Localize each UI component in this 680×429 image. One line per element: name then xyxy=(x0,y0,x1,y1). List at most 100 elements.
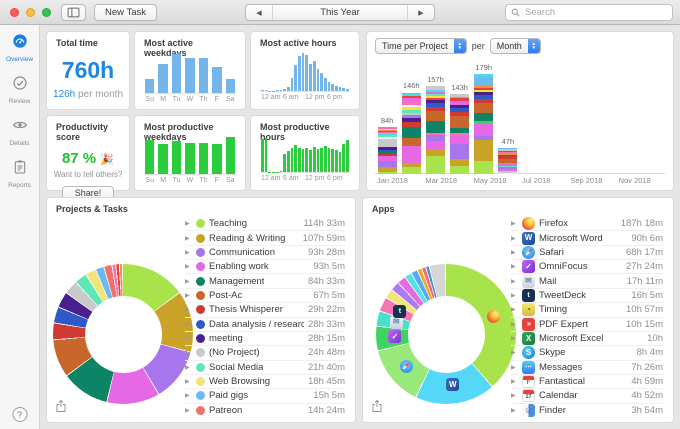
disclosure-triangle-icon[interactable]: ▶ xyxy=(185,235,190,242)
sidebar-item-overview[interactable]: Overview xyxy=(0,25,39,67)
list-item[interactable]: ▶ W Microsoft Word 90h 6m xyxy=(511,231,663,246)
next-period-button[interactable]: ▶ xyxy=(408,5,434,20)
bar-segment xyxy=(377,139,397,147)
color-swatch-icon xyxy=(196,391,205,401)
period-label[interactable]: This Year xyxy=(272,5,408,20)
chart-mode-select[interactable]: Time per Project ▲ ▼ xyxy=(375,38,467,54)
card-title: Projects & Tasks xyxy=(56,204,128,214)
list-item[interactable]: ▶ Reading & Writing 107h 59m xyxy=(185,231,345,246)
disclosure-triangle-icon[interactable]: ▶ xyxy=(185,350,190,357)
disclosure-triangle-icon[interactable]: ▶ xyxy=(511,292,516,299)
list-item[interactable]: ▶ Firefox 187h 18m xyxy=(511,217,663,232)
previous-period-button[interactable]: ◀ xyxy=(246,5,272,20)
list-item[interactable]: ▶ Data analysis / research 28h 33m xyxy=(185,318,345,332)
disclosure-triangle-icon[interactable]: ▶ xyxy=(511,307,516,314)
x-tick-label: F xyxy=(214,177,219,184)
list-item[interactable]: ▶ ✓ OmniFocus 27h 24m xyxy=(511,260,663,275)
color-swatch-icon xyxy=(196,247,205,257)
bar xyxy=(264,90,268,91)
sidebar-item-reports[interactable]: Reports xyxy=(0,151,39,193)
list-item[interactable]: ▶ » PDF Expert 10h 15m xyxy=(511,317,663,332)
omnifocus-icon: ✓ xyxy=(388,330,402,344)
search-input[interactable] xyxy=(523,6,667,19)
list-item[interactable]: ▶ ☺ Finder 3h 54m xyxy=(511,403,663,417)
new-task-button[interactable]: New Task xyxy=(94,3,158,21)
disclosure-triangle-icon[interactable]: ▶ xyxy=(511,278,516,285)
list-item[interactable]: ▶ Teaching 114h 33m xyxy=(185,217,345,232)
bar xyxy=(283,89,286,91)
disclosure-triangle-icon[interactable]: ▶ xyxy=(185,264,190,271)
list-item[interactable]: ▶ Web Browsing 18h 45m xyxy=(185,375,345,390)
list-item[interactable]: ▶ Post-Ac 67h 5m xyxy=(185,289,345,304)
chevron-left-icon: ◀ xyxy=(256,9,262,17)
list-item[interactable]: ▶ Social Media 21h 40m xyxy=(185,361,345,375)
card-title: Most active hours xyxy=(260,38,337,48)
disclosure-triangle-icon[interactable]: ▶ xyxy=(511,235,516,242)
x-tick-label: F xyxy=(214,96,219,103)
disclosure-triangle-icon[interactable]: ▶ xyxy=(511,364,516,371)
close-button[interactable] xyxy=(10,7,19,17)
bar-segment xyxy=(425,103,445,107)
disclosure-triangle-icon[interactable]: ▶ xyxy=(185,307,190,314)
disclosure-triangle-icon[interactable]: ▶ xyxy=(511,249,516,256)
disclosure-triangle-icon[interactable]: ▶ xyxy=(511,407,516,414)
list-item[interactable]: ▶ Thesis Whisperer 29h 22m xyxy=(185,303,345,318)
share-icon xyxy=(372,399,382,412)
disclosure-triangle-icon[interactable]: ▶ xyxy=(185,407,190,414)
list-item[interactable]: ▶ Management 84h 33m xyxy=(185,274,345,289)
share-button[interactable] xyxy=(371,399,383,416)
x-tick-label: 12 am xyxy=(261,175,281,182)
list-item[interactable]: ▶ X Microsoft Excel 10h xyxy=(511,332,663,347)
list-item[interactable]: ▶ Enabling work 93h 5m xyxy=(185,260,345,275)
list-item[interactable]: ▶ Paid gigs 15h 5m xyxy=(185,389,345,404)
sidebar-item-details[interactable]: Details xyxy=(0,109,39,151)
sidebar-item-review[interactable]: Review xyxy=(0,67,39,109)
list-item[interactable]: ▶ t TweetDeck 16h 5m xyxy=(511,288,663,304)
help-button[interactable]: ? xyxy=(12,407,27,422)
share-button[interactable] xyxy=(55,399,67,416)
disclosure-triangle-icon[interactable]: ▶ xyxy=(185,364,190,371)
zoom-window-button[interactable] xyxy=(42,7,51,17)
bar-segment xyxy=(474,140,494,161)
dashboard: Total time 760h 126h per month Most acti… xyxy=(40,25,680,429)
search-field[interactable] xyxy=(505,4,673,21)
disclosure-triangle-icon[interactable]: ▶ xyxy=(185,321,190,328)
disclosure-triangle-icon[interactable]: ▶ xyxy=(511,221,516,228)
disclosure-triangle-icon[interactable]: ▶ xyxy=(185,221,190,228)
disclosure-triangle-icon[interactable]: ▶ xyxy=(185,336,190,343)
disclosure-triangle-icon[interactable]: ▶ xyxy=(185,379,190,386)
disclosure-triangle-icon[interactable]: ▶ xyxy=(511,393,516,400)
list-item[interactable]: ▶ Communication 93h 28m xyxy=(185,246,345,261)
disclosure-triangle-icon[interactable]: ▶ xyxy=(185,292,190,299)
disclosure-triangle-icon[interactable]: ▶ xyxy=(511,264,516,271)
disclosure-triangle-icon[interactable]: ▶ xyxy=(511,321,516,328)
list-item[interactable]: ▶ F Fantastical 4h 59m xyxy=(511,375,663,390)
minimize-button[interactable] xyxy=(26,7,35,17)
bar-segment xyxy=(450,98,470,101)
list-item[interactable]: ▶ ◔ Timing 10h 57m xyxy=(511,303,663,318)
item-duration: 18h 45m xyxy=(308,376,345,388)
disclosure-triangle-icon[interactable]: ▶ xyxy=(511,336,516,343)
list-item[interactable]: ▶ meeting 28h 15m xyxy=(185,332,345,347)
disclosure-triangle-icon[interactable]: ▶ xyxy=(185,249,190,256)
list-item[interactable]: ▶ ⋯ Messages 7h 26m xyxy=(511,360,663,375)
item-duration: 7h 26m xyxy=(631,361,663,373)
list-item[interactable]: ▶ Safari 68h 17m xyxy=(511,245,663,261)
disclosure-triangle-icon[interactable]: ▶ xyxy=(185,393,190,400)
list-item[interactable]: ▶ (No Project) 24h 48m xyxy=(185,346,345,361)
item-duration: 16h 5m xyxy=(631,289,663,301)
toggle-sidebar-button[interactable] xyxy=(61,3,86,21)
sidebar-item-label: Reports xyxy=(8,182,31,189)
item-name: TweetDeck xyxy=(539,289,586,301)
list-item[interactable]: ▶ Patreon 14h 24m xyxy=(185,404,345,417)
list-item[interactable]: ▶ 17 Calendar 4h 52m xyxy=(511,389,663,404)
card-title: Apps xyxy=(372,204,395,214)
chart-interval-select[interactable]: Month ▲ ▼ xyxy=(489,38,541,54)
disclosure-triangle-icon[interactable]: ▶ xyxy=(185,278,190,285)
list-item[interactable]: ▶ S Skype 8h 4m xyxy=(511,346,663,361)
item-duration: 24h 48m xyxy=(308,347,345,359)
disclosure-triangle-icon[interactable]: ▶ xyxy=(511,350,516,357)
sidebar-item-label: Review xyxy=(8,98,31,105)
list-item[interactable]: ▶ ✉ Mail 17h 11m xyxy=(511,274,663,289)
disclosure-triangle-icon[interactable]: ▶ xyxy=(511,379,516,386)
